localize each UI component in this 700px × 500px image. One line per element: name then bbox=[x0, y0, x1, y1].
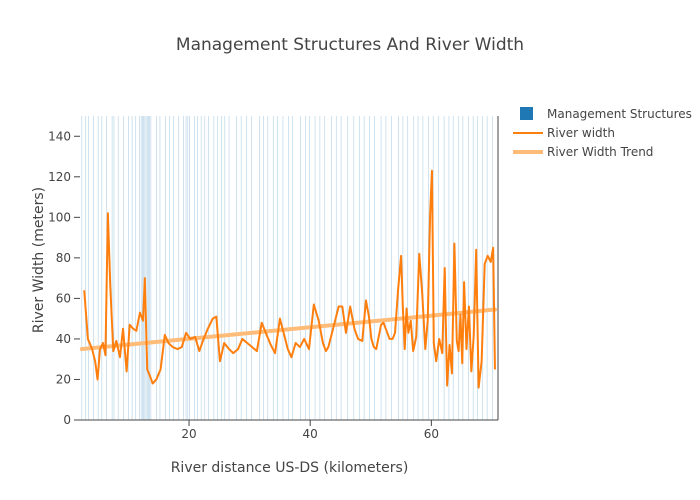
management-structures-layer bbox=[81, 116, 493, 420]
legend-item-river-width[interactable]: River width bbox=[513, 126, 615, 140]
x-axis-label: River distance US-DS (kilometers) bbox=[171, 460, 409, 476]
river-width-line bbox=[83, 169, 496, 389]
y-tick-label: 100 bbox=[48, 210, 71, 224]
legend-item-management-structures[interactable]: Management Structures bbox=[520, 107, 692, 121]
series-layer bbox=[79, 169, 497, 389]
y-tick-label: 0 bbox=[63, 413, 71, 427]
legend-label-river-width: River width bbox=[547, 126, 615, 140]
legend-item-river-width-trend[interactable]: River Width Trend bbox=[513, 145, 653, 159]
legend-label-management-structures: Management Structures bbox=[547, 107, 692, 121]
y-tick-label: 80 bbox=[56, 251, 71, 265]
y-axis-label: River Width (meters) bbox=[31, 187, 47, 333]
legend-label-river-width-trend: River Width Trend bbox=[547, 145, 653, 159]
y-tick-label: 40 bbox=[56, 332, 71, 346]
x-tick-label: 20 bbox=[181, 427, 196, 441]
y-tick-label: 60 bbox=[56, 291, 71, 305]
x-tick-label: 60 bbox=[424, 427, 439, 441]
axes-layer: 0 20 40 60 80 100 120 140 20 40 60 bbox=[48, 116, 499, 441]
river-width-trend-line bbox=[79, 307, 497, 352]
y-tick-label: 120 bbox=[48, 170, 71, 184]
legend[interactable]: Management Structures River width River … bbox=[513, 107, 692, 159]
legend-swatch-square bbox=[520, 107, 533, 120]
chart-title: Management Structures And River Width bbox=[176, 35, 524, 55]
y-tick-label: 140 bbox=[48, 129, 71, 143]
x-tick-label: 40 bbox=[303, 427, 318, 441]
y-tick-label: 20 bbox=[56, 372, 71, 386]
